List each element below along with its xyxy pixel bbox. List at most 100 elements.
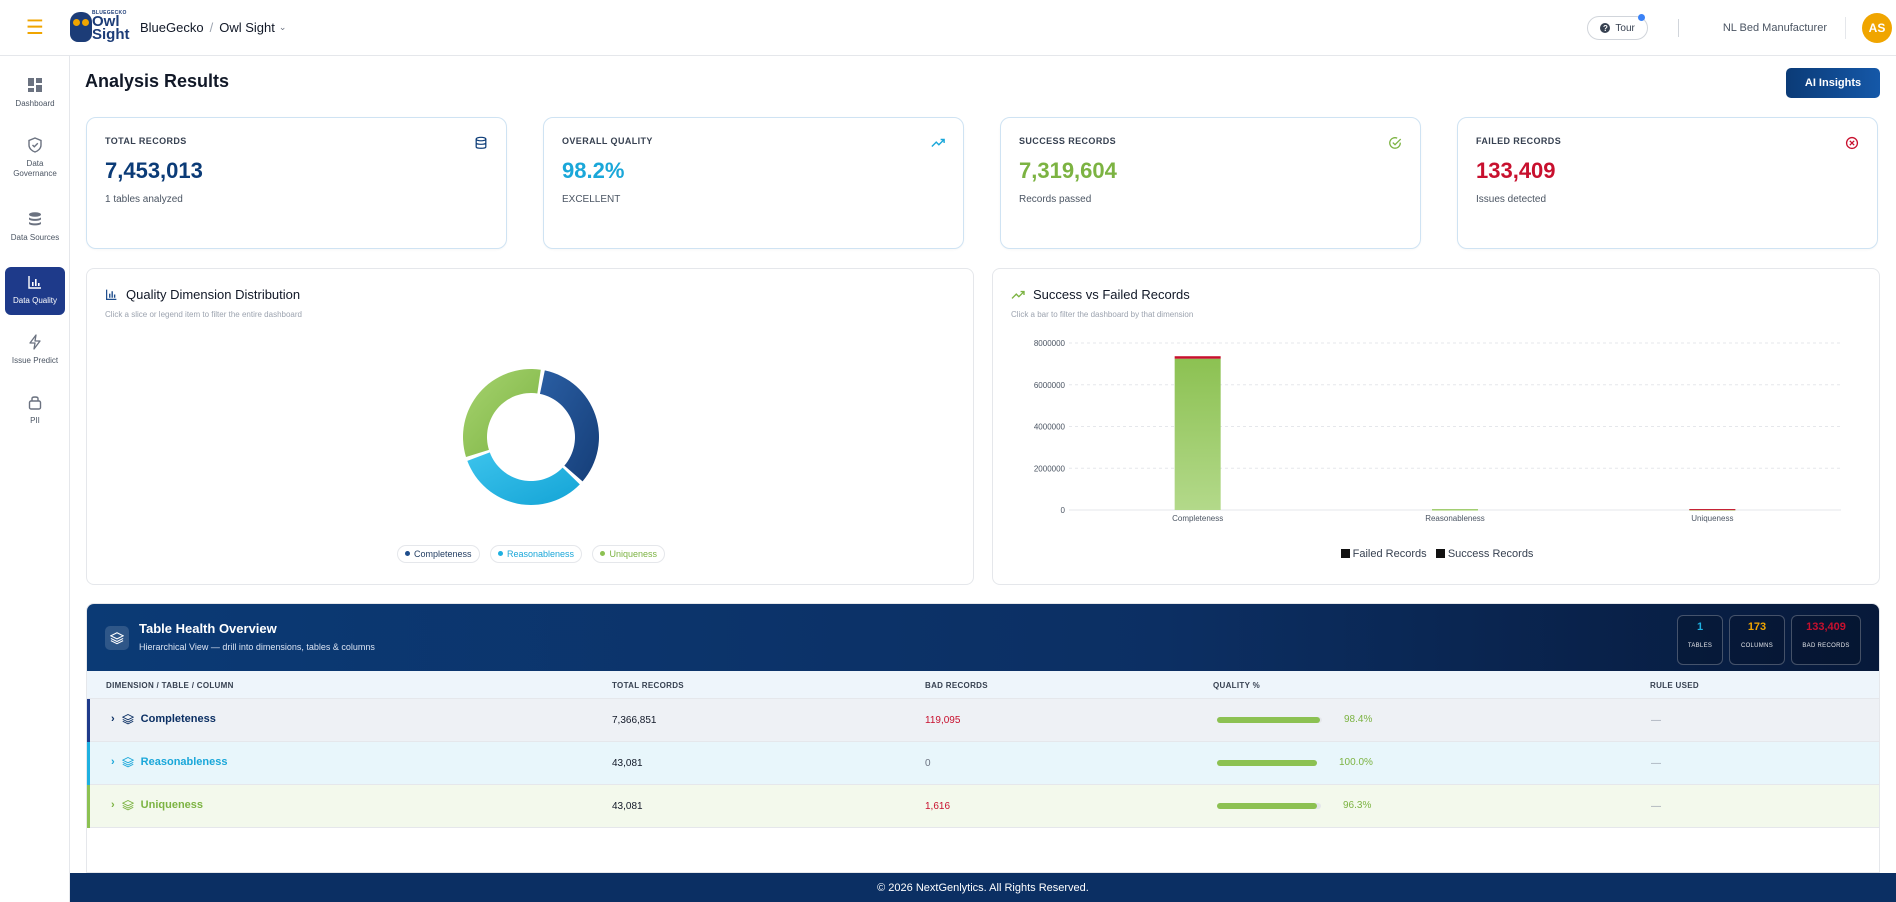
kpi-card-success-records[interactable]: SUCCESS RECORDS 7,319,604 Records passed <box>1000 117 1421 249</box>
shield-icon <box>26 136 44 154</box>
dimension-name: Reasonableness <box>140 756 228 768</box>
quality-value: 98.4% <box>1344 714 1373 725</box>
menu-icon[interactable]: ☰ <box>26 17 44 39</box>
table-row[interactable]: › Completeness 7,366,851 119,095 98.4% — <box>87 699 1879 742</box>
column-header: RULE USED <box>1650 681 1699 690</box>
row-name: › Uniqueness <box>111 799 203 811</box>
bad-records: 0 <box>925 758 931 769</box>
chevron-right-icon[interactable]: › <box>111 799 115 811</box>
stat-bad-records: 133,409 BAD RECORDS <box>1791 615 1861 665</box>
chevron-right-icon[interactable]: › <box>111 713 115 725</box>
legend-dot <box>404 551 410 556</box>
layers-icon <box>121 713 134 725</box>
total-records: 7,366,851 <box>612 715 657 726</box>
stat-label: BAD RECORDS <box>1802 643 1850 649</box>
bar-failed-completeness[interactable] <box>1174 356 1221 359</box>
legend-swatch <box>1435 549 1445 558</box>
donut-chart[interactable] <box>87 334 975 534</box>
kpi-card-total-records[interactable]: TOTAL RECORDS 7,453,013 1 tables analyze… <box>86 117 507 249</box>
owl-sight-logo[interactable]: BLUEGECKO Owl Sight <box>70 6 130 50</box>
y-tick-label: 8000000 <box>1034 339 1066 348</box>
legend-label: Completeness <box>413 548 472 559</box>
bar-success-reasonableness[interactable] <box>1432 509 1478 511</box>
sidebar-item-data-quality[interactable]: Data Quality <box>5 267 65 315</box>
bad-records: 119,095 <box>925 715 961 726</box>
kpi-sub: Issues detected <box>1476 194 1547 205</box>
quality-bar <box>1217 717 1322 723</box>
bar-success-completeness[interactable] <box>1174 358 1221 510</box>
health-subtitle: Hierarchical View — drill into dimension… <box>139 642 375 652</box>
ai-insights-button[interactable]: AI Insights <box>1786 68 1880 98</box>
org-selector[interactable]: NL Bed Manufacturer <box>1722 22 1827 34</box>
column-header: DIMENSION / TABLE / COLUMN <box>106 681 234 690</box>
quality-value: 96.3% <box>1343 800 1372 811</box>
help-icon: ? <box>1600 23 1611 33</box>
legend-label: Failed Records <box>1352 548 1427 560</box>
sidebar-item-pii[interactable]: PII <box>5 387 65 426</box>
layers-icon <box>121 756 134 768</box>
sidebar-item-label: Issue Predict <box>11 356 59 365</box>
stat-value: 173 <box>1747 621 1767 633</box>
breadcrumb-org[interactable]: BlueGecko <box>140 20 204 35</box>
stat-columns: 173 COLUMNS <box>1729 615 1785 665</box>
grid-icon <box>26 76 44 94</box>
kpi-card-overall-quality[interactable]: OVERALL QUALITY 98.2% EXCELLENT <box>543 117 964 249</box>
donut-slice-completeness[interactable] <box>539 370 600 482</box>
avatar[interactable]: AS <box>1862 13 1892 43</box>
sidebar-item-data-governance[interactable]: Data Governance <box>5 130 65 179</box>
bar-legend: Failed Records Success Records <box>993 548 1881 560</box>
legend-item-reasonableness[interactable]: Reasonableness <box>489 544 583 563</box>
tour-button[interactable]: ? Tour <box>1587 14 1648 40</box>
bar-chart[interactable]: 0 2000000 4000000 6000000 8000000 Completenes… <box>993 331 1881 531</box>
logo-brand-small: BLUEGECKO <box>92 9 127 16</box>
table-row[interactable]: › Reasonableness 43,081 0 100.0% — <box>87 742 1879 785</box>
donut-slice-reasonableness[interactable] <box>467 452 580 505</box>
legend-item-completeness[interactable]: Completeness <box>396 544 480 563</box>
dimension-name: Uniqueness <box>140 799 204 811</box>
quality-dimension-panel: Quality Dimension Distribution Click a s… <box>86 268 974 585</box>
y-tick-label: 6000000 <box>1034 381 1066 390</box>
quality-bar-fill <box>1217 717 1321 723</box>
chevron-right-icon[interactable]: › <box>111 756 115 768</box>
panel-subtitle: Click a bar to filter the dashboard by t… <box>1011 310 1194 319</box>
legend-item-success[interactable]: Success Records <box>1435 548 1533 560</box>
sidebar-item-label: Data Governance <box>13 159 57 178</box>
sidebar-item-label: Data Sources <box>10 233 60 242</box>
panel-title-row: Quality Dimension Distribution <box>105 287 300 302</box>
trending-up-icon <box>1011 290 1025 299</box>
legend-item-failed[interactable]: Failed Records <box>1340 548 1427 560</box>
donut-slice-uniqueness[interactable] <box>463 369 541 457</box>
donut-legend: Completeness Reasonableness Uniqueness <box>87 543 975 563</box>
x-tick-label: Reasonableness <box>1425 514 1485 523</box>
sidebar-item-issue-predict[interactable]: Issue Predict <box>5 327 65 366</box>
rule-used: — <box>1651 801 1661 812</box>
rule-used: — <box>1651 758 1661 769</box>
panel-title: Quality Dimension Distribution <box>126 287 301 302</box>
breadcrumb-product[interactable]: Owl Sight <box>219 20 275 35</box>
kpi-label: FAILED RECORDS <box>1476 136 1562 146</box>
stat-tables: 1 TABLES <box>1677 615 1723 665</box>
total-records: 43,081 <box>612 801 643 812</box>
row-name: › Reasonableness <box>111 756 228 768</box>
sidebar-item-dashboard[interactable]: Dashboard <box>5 70 65 109</box>
legend-item-uniqueness[interactable]: Uniqueness <box>592 544 666 563</box>
stat-label: TABLES <box>1687 643 1713 649</box>
bar-failed-uniqueness[interactable] <box>1689 509 1736 511</box>
sidebar-item-data-sources[interactable]: Data Sources <box>5 204 65 243</box>
row-accent <box>87 699 90 742</box>
kpi-sub: EXCELLENT <box>562 194 621 205</box>
health-header: Table Health Overview Hierarchical View … <box>87 604 1879 671</box>
row-name: › Completeness <box>111 713 216 725</box>
breadcrumb: BlueGecko / Owl Sight ⌄ <box>140 20 286 35</box>
panel-title: Success vs Failed Records <box>1033 287 1190 302</box>
page-title: Analysis Results <box>85 71 230 91</box>
chevron-down-icon[interactable]: ⌄ <box>278 22 287 32</box>
column-header: TOTAL RECORDS <box>612 681 684 690</box>
legend-swatch <box>1340 549 1350 558</box>
table-row[interactable]: › Uniqueness 43,081 1,616 96.3% — <box>87 785 1879 828</box>
divider <box>1677 19 1679 37</box>
sidebar-item-label: Dashboard <box>15 99 55 108</box>
kpi-label: TOTAL RECORDS <box>105 136 187 146</box>
kpi-card-failed-records[interactable]: FAILED RECORDS 133,409 Issues detected <box>1457 117 1878 249</box>
column-header: QUALITY % <box>1213 681 1261 690</box>
